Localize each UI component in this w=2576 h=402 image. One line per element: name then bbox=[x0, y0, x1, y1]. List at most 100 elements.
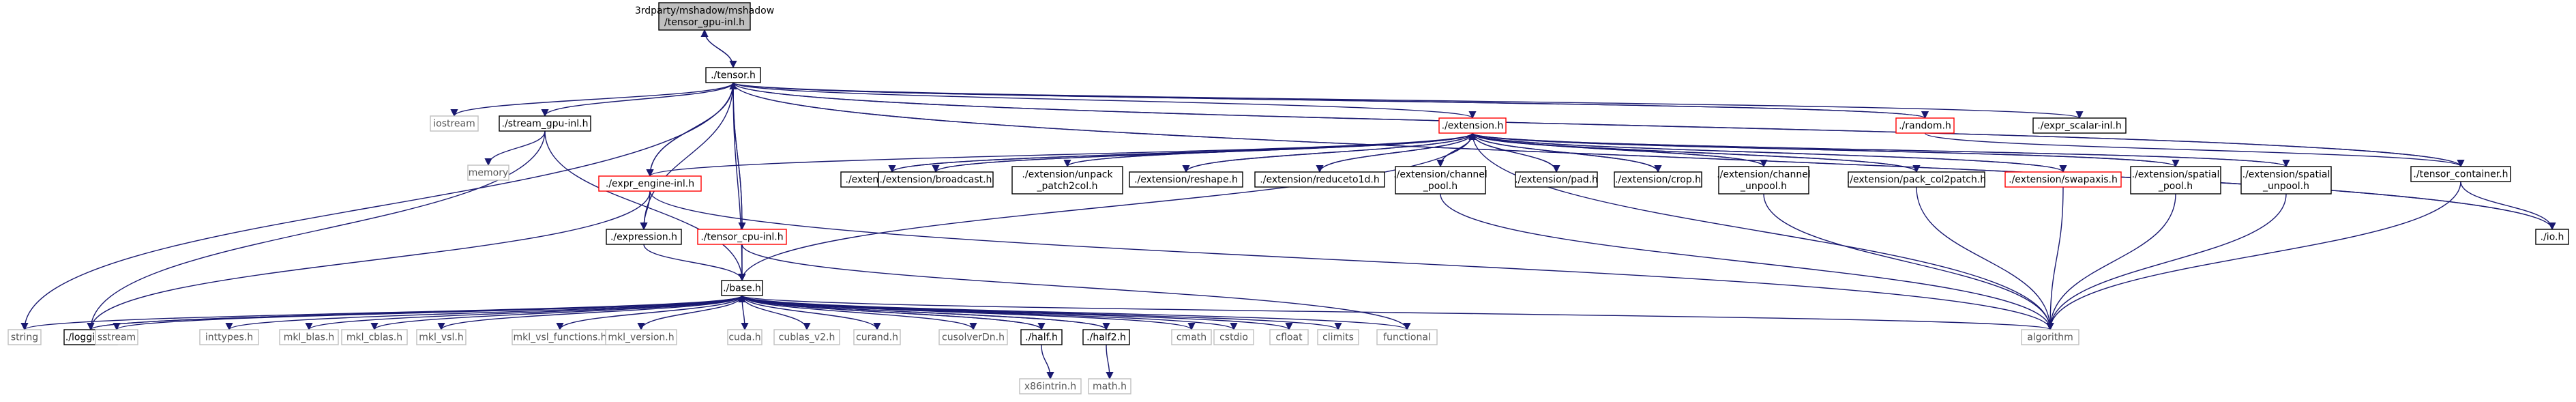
node-box-expression bbox=[606, 229, 682, 245]
edge-base-to-algorithm bbox=[741, 295, 2054, 331]
node-ext_spatial_unpool[interactable]: ./extension/spatial_unpool.h bbox=[2240, 166, 2332, 195]
node-random[interactable]: ./random.h bbox=[1895, 117, 1955, 134]
node-label-ext_spatial_unpool: ./extension/spatial bbox=[2242, 169, 2330, 180]
node-label-memory: memory bbox=[469, 168, 509, 179]
edge-tensor_cpu-to-functional bbox=[741, 244, 1411, 331]
node-expr_engine[interactable]: ./expr_engine-inl.h bbox=[598, 175, 702, 192]
edge-extension-to-base bbox=[738, 132, 1473, 282]
node-string[interactable]: string bbox=[8, 329, 42, 345]
node-label-root: 3rdparty/mshadow/mshadow bbox=[635, 5, 774, 16]
node-math[interactable]: math.h bbox=[1088, 378, 1131, 394]
node-box-mkl_version bbox=[605, 329, 677, 345]
node-ext_spatial_pool[interactable]: ./extension/spatial_pool.h bbox=[2130, 166, 2221, 195]
node-iostream[interactable]: iostream bbox=[430, 115, 479, 132]
edge-base-to-mkl_vsl_functions bbox=[556, 295, 743, 331]
node-mkl_vsl_functions[interactable]: mkl_vsl_functions.h bbox=[512, 329, 608, 345]
edge-expr_engine-to-logging bbox=[87, 190, 651, 331]
node-mkl_vsl[interactable]: mkl_vsl.h bbox=[416, 329, 467, 345]
node-label-algorithm: algorithm bbox=[2027, 332, 2073, 343]
node-mkl_cblas[interactable]: mkl_cblas.h bbox=[341, 329, 408, 345]
node-root: 3rdparty/mshadow/mshadow/tensor_gpu-inl.… bbox=[635, 2, 774, 31]
node-label-ext_spatial_pool: _pool.h bbox=[2158, 181, 2193, 192]
node-expr_scalar[interactable]: ./expr_scalar-inl.h bbox=[2032, 117, 2127, 134]
node-ext_pack[interactable]: ./extension/pack_col2patch.h bbox=[1847, 171, 1986, 188]
node-cuda[interactable]: cuda.h bbox=[727, 329, 763, 345]
node-label-ext_channel_unpool: ./extension/channel bbox=[1717, 169, 1811, 180]
node-label-base: ./base.h bbox=[723, 283, 761, 294]
node-inttypes[interactable]: inttypes.h bbox=[199, 329, 259, 345]
node-box-half2 bbox=[1082, 329, 1130, 345]
node-ext_reshape[interactable]: ./extension/reshape.h bbox=[1129, 171, 1243, 188]
edge-tensor-to-extension bbox=[732, 82, 1477, 119]
edge-stream_gpu-to-base bbox=[544, 130, 746, 282]
node-label-ext_broadcast: ./extension/broadcast.h bbox=[880, 175, 992, 186]
node-algorithm[interactable]: algorithm bbox=[2021, 329, 2079, 345]
node-box-mkl_blas bbox=[279, 329, 339, 345]
node-ext_unpack[interactable]: ./extension/unpack_patch2col.h bbox=[1011, 166, 1123, 195]
node-cstdio[interactable]: cstdio bbox=[1213, 329, 1254, 345]
node-half2[interactable]: ./half2.h bbox=[1082, 329, 1130, 345]
node-label-sstream: sstream bbox=[98, 332, 136, 343]
node-ext_channel_pool[interactable]: ./extension/channel_pool.h bbox=[1393, 166, 1487, 195]
node-extension[interactable]: ./extension.h bbox=[1438, 117, 1507, 134]
node-io[interactable]: ./io.h bbox=[2535, 229, 2569, 245]
node-ext_crop[interactable]: ./extension/crop.h bbox=[1614, 171, 1702, 188]
node-base[interactable]: ./base.h bbox=[721, 280, 763, 296]
node-label-string: string bbox=[11, 332, 38, 343]
node-memory[interactable]: memory bbox=[467, 164, 509, 181]
node-box-cusolver bbox=[938, 329, 1008, 345]
node-mkl_version[interactable]: mkl_version.h bbox=[605, 329, 677, 345]
node-x86intrin[interactable]: x86intrin.h bbox=[1019, 378, 1082, 394]
node-label-iostream: iostream bbox=[433, 119, 475, 130]
edge-ext_pack-to-algorithm bbox=[1916, 186, 2054, 331]
node-ext_broadcast[interactable]: ./extension/broadcast.h bbox=[878, 171, 994, 188]
node-stream_gpu[interactable]: ./stream_gpu-inl.h bbox=[499, 115, 591, 132]
node-curand[interactable]: curand.h bbox=[853, 329, 901, 345]
edge-base-to-mkl_cblas bbox=[370, 295, 743, 331]
edge-tensor-to-stream_gpu bbox=[541, 82, 734, 117]
node-cfloat[interactable]: cfloat bbox=[1269, 329, 1309, 345]
node-cusolver[interactable]: cusolverDn.h bbox=[938, 329, 1008, 345]
node-box-extension bbox=[1438, 117, 1507, 134]
node-sstream[interactable]: sstream bbox=[95, 329, 138, 345]
edge-base-to-mkl_version bbox=[637, 295, 743, 331]
node-label-expression: ./expression.h bbox=[610, 232, 677, 243]
node-functional[interactable]: functional bbox=[1376, 329, 1438, 345]
node-box-ext_reduceto1d bbox=[1254, 171, 1385, 188]
node-box-memory bbox=[467, 164, 509, 181]
node-half[interactable]: ./half.h bbox=[1020, 329, 1063, 345]
edge-tensor-to-root bbox=[700, 29, 734, 68]
edge-stream_gpu-to-logging bbox=[87, 130, 546, 331]
node-label-mkl_cblas: mkl_cblas.h bbox=[346, 332, 402, 343]
node-label-mkl_blas: mkl_blas.h bbox=[284, 332, 335, 343]
node-climits[interactable]: climits bbox=[1317, 329, 1359, 345]
node-box-ext_reshape bbox=[1129, 171, 1243, 188]
edge-stream_gpu-to-memory bbox=[484, 130, 546, 167]
node-box-iostream bbox=[430, 115, 479, 132]
node-tensor_cpu[interactable]: ./tensor_cpu-inl.h bbox=[697, 229, 787, 245]
node-ext_swapaxis[interactable]: ./extension/swapaxis.h bbox=[2004, 171, 2122, 188]
node-box-ext_pad bbox=[1515, 171, 1598, 188]
node-box-ext_spatial_pool bbox=[2130, 166, 2221, 195]
node-tensor_container[interactable]: ./tensor_container.h bbox=[2410, 166, 2511, 182]
node-expression[interactable]: ./expression.h bbox=[606, 229, 682, 245]
node-box-inttypes bbox=[199, 329, 259, 345]
node-ext_pad[interactable]: ./extension/pad.h bbox=[1515, 171, 1598, 188]
node-mkl_blas[interactable]: mkl_blas.h bbox=[279, 329, 339, 345]
node-box-root bbox=[658, 2, 751, 31]
node-tensor[interactable]: ./tensor.h bbox=[705, 67, 761, 83]
node-box-math bbox=[1088, 378, 1131, 394]
node-box-cstdio bbox=[1213, 329, 1254, 345]
node-cublas[interactable]: cublas_v2.h bbox=[773, 329, 840, 345]
node-box-algorithm bbox=[2021, 329, 2079, 345]
node-box-ext_channel_pool bbox=[1395, 166, 1486, 195]
edge-base-to-cfloat bbox=[741, 295, 1293, 331]
node-ext_channel_unpool[interactable]: ./extension/channel_unpool.h bbox=[1717, 166, 1811, 195]
node-ext_reduceto1d[interactable]: ./extension/reduceto1d.h bbox=[1254, 171, 1385, 188]
edge-expr_engine-to-expression bbox=[640, 190, 651, 231]
node-cmath[interactable]: cmath bbox=[1171, 329, 1212, 345]
node-label-ext_spatial_unpool: _unpool.h bbox=[2262, 181, 2309, 192]
node-label-inttypes: inttypes.h bbox=[205, 332, 253, 343]
edge-ext_channel_unpool-to-extension bbox=[1468, 132, 1764, 167]
node-label-tensor: ./tensor.h bbox=[711, 70, 756, 81]
